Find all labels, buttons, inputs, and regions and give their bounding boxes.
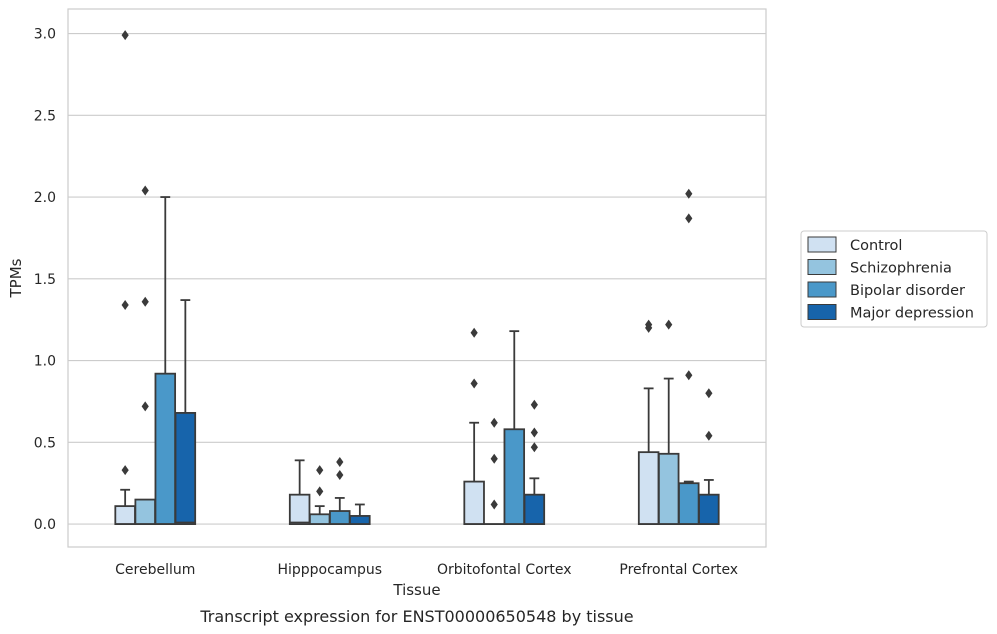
legend-swatch bbox=[807, 236, 837, 253]
x-axis-title: Tissue bbox=[392, 581, 440, 599]
x-tick-label: Cerebellum bbox=[115, 562, 195, 578]
outlier-point bbox=[141, 296, 149, 307]
box bbox=[174, 412, 197, 526]
y-tick-label: 0.0 bbox=[34, 517, 56, 533]
box bbox=[114, 505, 136, 526]
y-tick-label: 2.0 bbox=[34, 190, 56, 206]
y-axis-title: TPMs bbox=[7, 258, 25, 298]
box bbox=[134, 498, 156, 526]
outlier-point bbox=[705, 388, 713, 399]
x-tick-labels: Cerebellum Hipppocampus Orbitofontal Corte… bbox=[115, 562, 738, 578]
outlier-point bbox=[665, 319, 673, 330]
legend: Control Schizophrenia Bipolar disorder Majo… bbox=[800, 230, 988, 328]
outlier-point bbox=[470, 327, 478, 338]
box bbox=[523, 493, 546, 526]
plot-area-frame bbox=[67, 8, 767, 548]
box bbox=[154, 372, 177, 526]
legend-label: Bipolar disorder bbox=[850, 283, 965, 299]
outlier-point bbox=[121, 30, 129, 41]
x-tick-label: Hipppocampus bbox=[277, 562, 382, 578]
outlier-point bbox=[490, 417, 498, 428]
y-tick-labels: 0.0 0.5 1.0 1.5 2.0 2.5 3.0 bbox=[34, 27, 56, 534]
box bbox=[678, 482, 700, 526]
outlier-point bbox=[685, 213, 693, 224]
series-major-depression bbox=[174, 299, 720, 526]
y-tick-label: 3.0 bbox=[34, 27, 56, 43]
box-series bbox=[114, 30, 720, 526]
legend-label: Major depression bbox=[850, 306, 974, 322]
legend-label: Control bbox=[850, 238, 902, 254]
outlier-point bbox=[470, 378, 478, 389]
y-tick-label: 1.5 bbox=[34, 272, 56, 288]
outlier-point bbox=[316, 465, 324, 476]
box bbox=[308, 513, 331, 526]
outlier-point bbox=[336, 456, 344, 467]
y-tick-label: 2.5 bbox=[34, 108, 56, 124]
outlier-point bbox=[121, 299, 129, 310]
outlier-point bbox=[685, 188, 693, 199]
y-tick-label: 1.0 bbox=[34, 354, 56, 370]
box bbox=[657, 452, 680, 526]
series-schizophrenia bbox=[134, 185, 680, 526]
box bbox=[349, 515, 371, 526]
series-bipolar-disorder bbox=[154, 188, 700, 526]
outlier-point bbox=[705, 430, 713, 441]
figure-caption: Transcript expression for ENST0000065054… bbox=[199, 607, 633, 626]
legend-label: Schizophrenia bbox=[850, 261, 952, 277]
legend-frame bbox=[800, 230, 988, 328]
outlier-point bbox=[530, 442, 538, 453]
x-tick-label: Prefrontal Cortex bbox=[619, 562, 738, 578]
legend-swatch bbox=[807, 259, 837, 275]
box bbox=[288, 493, 311, 526]
box bbox=[503, 428, 526, 526]
legend-swatch bbox=[807, 281, 837, 298]
outlier-point bbox=[141, 185, 149, 196]
box bbox=[329, 510, 351, 526]
outlier-point bbox=[490, 499, 498, 510]
outlier-point bbox=[645, 319, 653, 330]
box bbox=[463, 480, 485, 526]
outlier-point bbox=[530, 399, 538, 410]
outlier-point bbox=[121, 465, 129, 476]
box bbox=[698, 493, 720, 526]
y-tick-label: 0.5 bbox=[34, 435, 56, 451]
outlier-point bbox=[336, 470, 344, 481]
outlier-point bbox=[316, 486, 324, 497]
box bbox=[637, 451, 660, 526]
series-control bbox=[114, 30, 660, 526]
outlier-point bbox=[141, 401, 149, 412]
outlier-point bbox=[685, 370, 693, 381]
outlier-point bbox=[490, 453, 498, 464]
legend-swatch bbox=[807, 304, 837, 320]
outlier-point bbox=[530, 427, 538, 438]
x-tick-label: Orbitofontal Cortex bbox=[437, 562, 572, 578]
